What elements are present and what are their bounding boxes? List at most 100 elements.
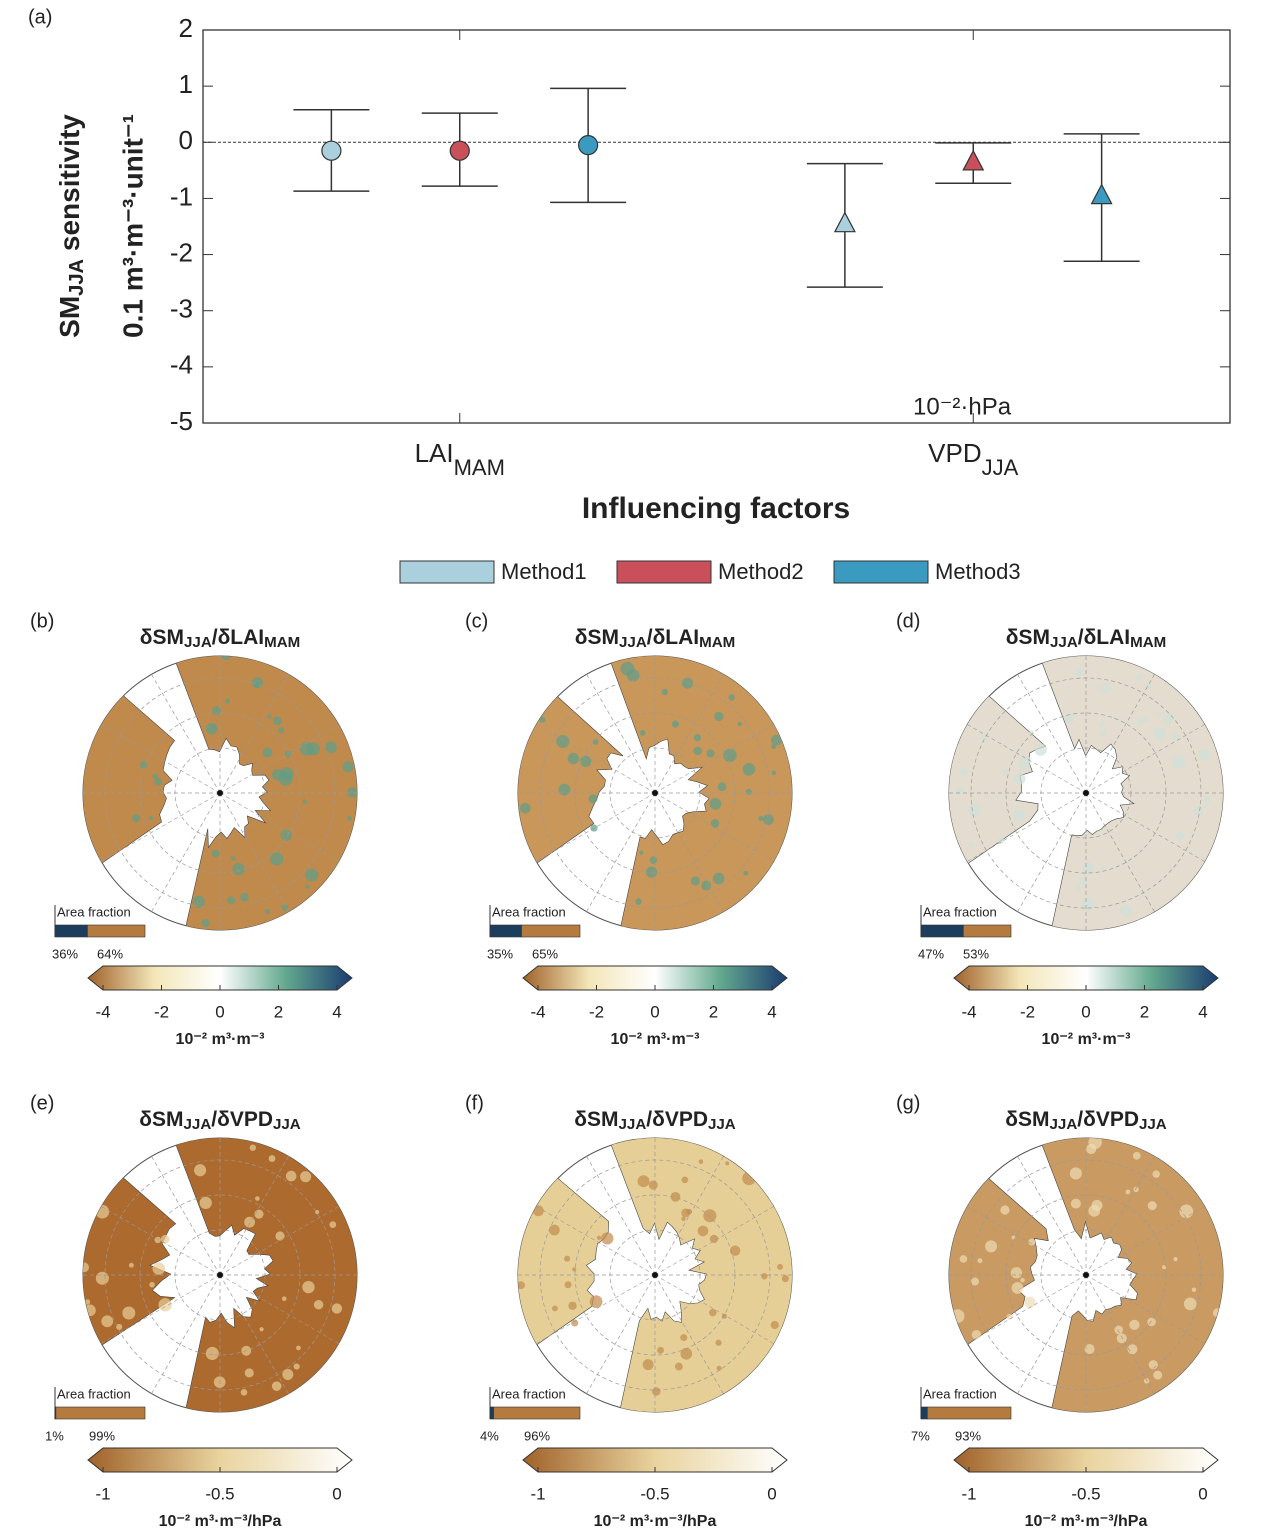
speckle xyxy=(1163,713,1175,725)
pole xyxy=(652,790,658,796)
speckle xyxy=(1183,1297,1197,1311)
speckle xyxy=(205,1346,219,1360)
speckle xyxy=(262,747,273,758)
colorbar-tick-label: 0 xyxy=(1198,1484,1207,1503)
text-part: δSM xyxy=(139,1108,183,1131)
meridian xyxy=(151,1156,221,1276)
speckle xyxy=(680,1334,688,1342)
meridian xyxy=(654,724,774,794)
speckle xyxy=(1020,1277,1025,1283)
y-tick-label: -3 xyxy=(170,294,193,324)
panel-label: (a) xyxy=(28,6,52,28)
speckle xyxy=(950,1309,965,1323)
meridian xyxy=(586,1274,656,1394)
y-tick-label: -5 xyxy=(170,406,193,436)
speckle xyxy=(1034,743,1047,756)
text-part: /δVPD xyxy=(646,1108,708,1131)
speckle xyxy=(221,656,231,661)
speckle xyxy=(967,803,981,817)
y-tick-label: -2 xyxy=(170,237,193,267)
speckle xyxy=(1148,1360,1158,1370)
meridian xyxy=(536,1206,656,1276)
fraction-label: 93% xyxy=(955,1428,981,1443)
y-axis-label: SMJJA sensitivity xyxy=(54,114,88,338)
meridian xyxy=(1085,1156,1155,1276)
speckle xyxy=(551,1305,558,1312)
legend-label: Method1 xyxy=(501,559,587,584)
y-tick-label: 1 xyxy=(179,69,193,99)
panel-label: (e) xyxy=(30,1092,54,1114)
speckle xyxy=(652,1387,661,1396)
speckle xyxy=(259,1327,264,1332)
speckle xyxy=(152,773,159,780)
speckle xyxy=(1191,1287,1197,1293)
speckle xyxy=(681,1216,686,1221)
panel-label: (d) xyxy=(896,610,920,632)
x-axis-label: Influencing factors xyxy=(582,492,850,525)
speckle xyxy=(701,880,712,891)
speckle xyxy=(227,896,236,905)
colorbar-tick-label: -0.5 xyxy=(1071,1484,1100,1503)
meridian xyxy=(654,792,724,912)
legend-swatch xyxy=(833,560,929,584)
meridian xyxy=(1085,674,1155,794)
speckle xyxy=(981,736,987,742)
subscript: JJA xyxy=(708,1116,736,1133)
colorbar-tick-label: 2 xyxy=(1140,1002,1149,1021)
map-title: δSMJJA/δLAIMAM xyxy=(1006,626,1166,651)
colorbar-tick-label: -0.5 xyxy=(640,1484,669,1503)
colorbar-tick-label: -2 xyxy=(589,1002,604,1021)
speckle xyxy=(693,746,702,756)
speckle xyxy=(249,1144,256,1151)
colorbar-tick-label: -1 xyxy=(530,1484,545,1503)
meridian xyxy=(586,1156,656,1276)
speckle xyxy=(264,908,271,915)
speckle xyxy=(771,744,776,750)
speckle xyxy=(285,1170,297,1182)
speckle xyxy=(1088,1204,1101,1217)
speckle xyxy=(1120,904,1133,918)
y-axis-label: 0.1 m³·m⁻³·unit⁻¹ xyxy=(117,114,148,338)
speckle xyxy=(1029,730,1034,736)
speckle xyxy=(1114,1325,1123,1335)
speckle xyxy=(743,870,749,876)
speckle xyxy=(331,1303,343,1314)
speckle xyxy=(1129,1319,1140,1331)
speckle xyxy=(714,711,724,722)
y-tick-label: 0 xyxy=(179,125,193,155)
speckle xyxy=(596,1235,602,1240)
meridian xyxy=(219,674,289,794)
speckle xyxy=(1081,897,1096,911)
area-fraction-title: Area fraction xyxy=(57,1386,131,1401)
colorbar-tick-label: -1 xyxy=(961,1484,976,1503)
marker xyxy=(833,211,856,233)
fraction-label: 36% xyxy=(52,946,78,961)
speckle xyxy=(347,787,357,798)
speckle xyxy=(959,1255,968,1263)
speckle xyxy=(192,895,205,908)
speckle xyxy=(1212,1308,1222,1318)
text-part: SM xyxy=(54,296,85,338)
meridian xyxy=(536,724,656,794)
speckle xyxy=(539,716,546,723)
map-land xyxy=(518,656,792,930)
panel-label: (f) xyxy=(465,1092,484,1114)
speckle xyxy=(1203,795,1211,804)
speckle xyxy=(1082,861,1094,874)
colorbar-unit: 10⁻² m³·m⁻³ xyxy=(176,1031,265,1048)
speckle xyxy=(95,1271,109,1285)
speckle xyxy=(717,782,727,792)
speckle xyxy=(670,1192,681,1202)
meridian xyxy=(219,792,289,912)
speckle xyxy=(152,1262,166,1275)
colorbar-tick-label: 4 xyxy=(332,1002,341,1021)
speckle xyxy=(1100,730,1107,737)
speckle xyxy=(1143,1378,1150,1384)
speckle xyxy=(709,1308,717,1317)
speckle xyxy=(572,1267,577,1272)
speckle xyxy=(1175,831,1185,841)
map-title: δSMJJA/δVPDJJA xyxy=(574,1108,736,1133)
speckle xyxy=(194,1164,207,1177)
subscript: JJA xyxy=(273,1116,301,1133)
meridian xyxy=(1017,792,1087,912)
